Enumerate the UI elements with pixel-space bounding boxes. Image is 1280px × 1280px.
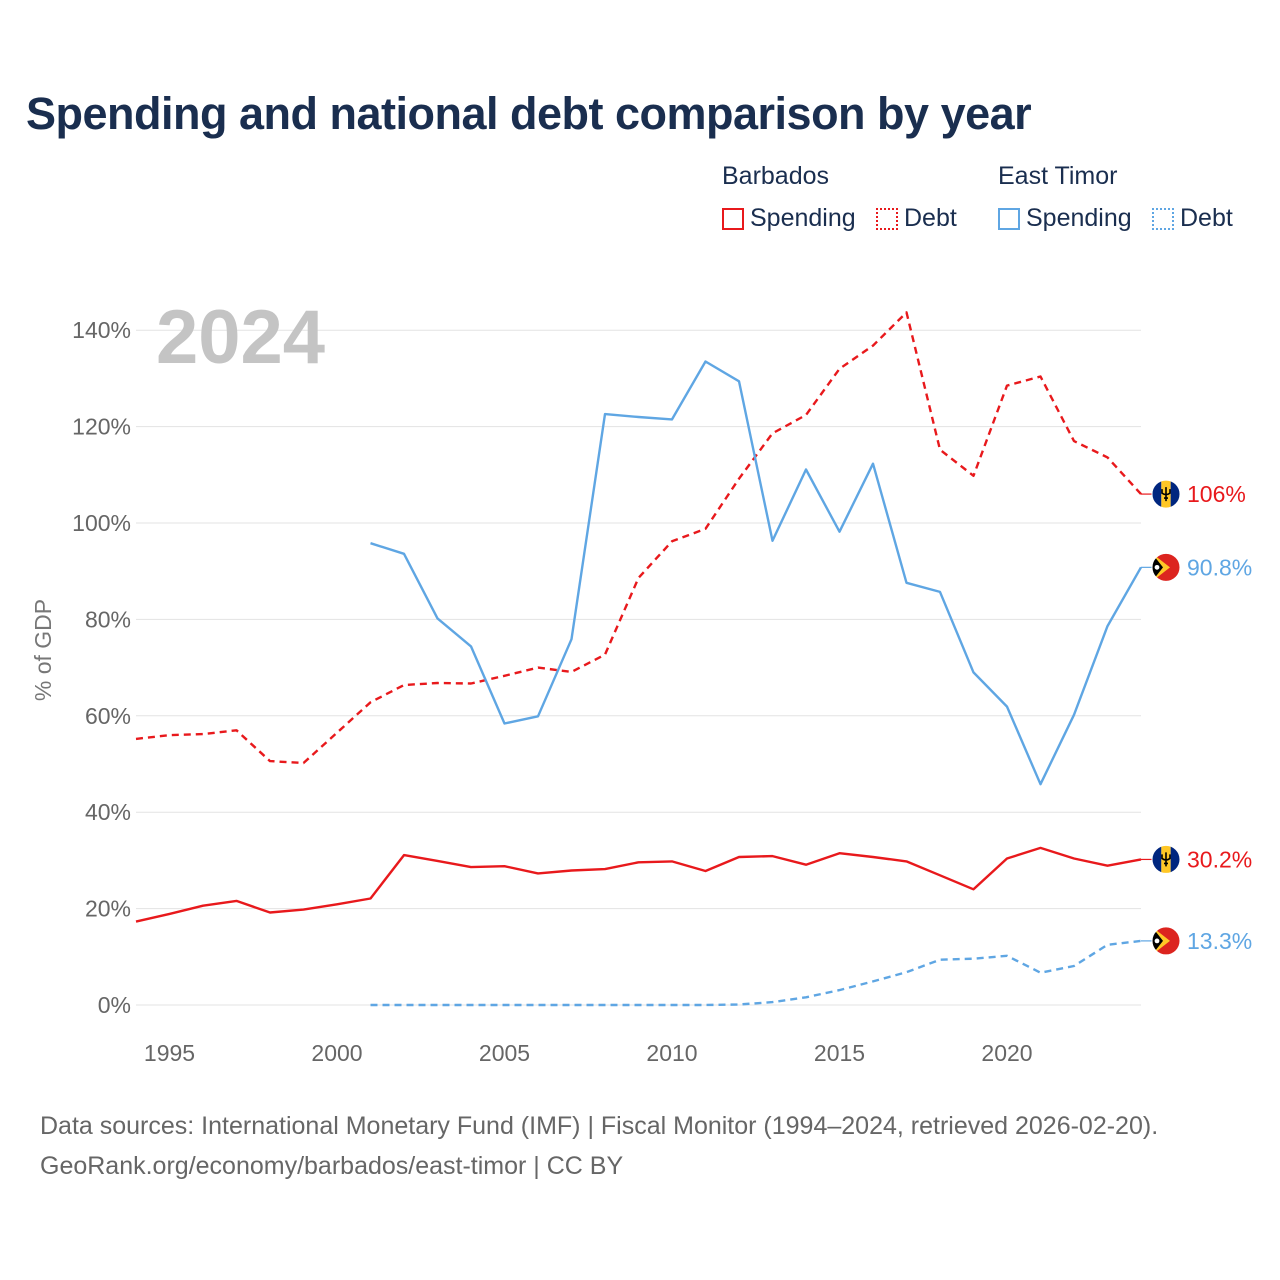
- y-axis-label: % of GDP: [30, 599, 56, 701]
- legend-item-east-timor-debt[interactable]: Debt: [1152, 204, 1233, 233]
- legend-item-east-timor-spending[interactable]: Spending: [998, 204, 1132, 233]
- y-tick-label: 40%: [85, 799, 131, 825]
- y-tick-label: 120%: [72, 414, 131, 440]
- legend-group-barbados: Barbados Spending Debt: [722, 162, 982, 242]
- series-line-east-timor-debt: [370, 939, 1142, 1007]
- legend-item-barbados-spending[interactable]: Spending: [722, 204, 856, 233]
- footer: Data sources: International Monetary Fun…: [40, 1106, 1158, 1186]
- series-line-barbados-debt: [135, 311, 1142, 765]
- legend-item-label: Spending: [750, 204, 856, 232]
- end-value-label: 106%: [1187, 481, 1246, 507]
- end-value-label: 90.8%: [1187, 554, 1252, 580]
- barbados-flag-icon: [1151, 844, 1181, 874]
- legend-item-label: Debt: [1180, 204, 1233, 232]
- barbados-flag-icon: [1151, 479, 1181, 509]
- end-markers: 106% 90.8% 30.2% 13.3%: [1141, 479, 1252, 956]
- data-source-note: Data sources: International Monetary Fun…: [40, 1112, 1159, 1140]
- y-tick-label: 80%: [85, 606, 131, 632]
- legend-group-title: East Timor: [998, 162, 1118, 190]
- x-axis-ticks: 1995 2000 2005 2010 2015 2020: [144, 1040, 1033, 1066]
- legend-swatch-dotted: [1152, 207, 1174, 230]
- y-tick-label: 60%: [85, 703, 131, 729]
- series-line-barbados-spending: [135, 846, 1142, 923]
- y-tick-label: 20%: [85, 896, 131, 922]
- end-value-label: 30.2%: [1187, 846, 1252, 872]
- legend-item-label: Debt: [904, 204, 957, 232]
- y-tick-label: 100%: [72, 510, 131, 536]
- chart-title: Spending and national debt comparison by…: [26, 88, 1032, 139]
- legend-swatch-solid: [998, 207, 1020, 230]
- series-lines: [135, 311, 1143, 1007]
- legend-item-label: Spending: [1026, 204, 1132, 232]
- legend-item-barbados-debt[interactable]: Debt: [876, 204, 957, 233]
- x-tick-label: 1995: [144, 1040, 195, 1066]
- east-timor-flag-icon: [1151, 552, 1181, 582]
- x-tick-label: 2020: [981, 1040, 1032, 1066]
- y-tick-label: 140%: [72, 317, 131, 343]
- x-tick-label: 2015: [814, 1040, 865, 1066]
- y-axis-ticks: 0% 20% 40% 60% 80% 100% 120% 140%: [72, 317, 131, 1018]
- attribution-link[interactable]: GeoRank.org/economy/barbados/east-timor …: [40, 1152, 624, 1180]
- year-watermark: 2024: [156, 295, 325, 380]
- series-line-east-timor-spending: [370, 360, 1143, 786]
- end-value-label: 13.3%: [1187, 928, 1252, 954]
- x-tick-label: 2005: [479, 1040, 530, 1066]
- y-tick-label: 0%: [98, 992, 131, 1018]
- legend-swatch-solid: [722, 207, 744, 230]
- legend-group-east-timor: East Timor Spending Debt: [998, 162, 1268, 242]
- legend-group-title: Barbados: [722, 162, 830, 190]
- x-tick-label: 2000: [311, 1040, 362, 1066]
- x-tick-label: 2010: [646, 1040, 697, 1066]
- legend-swatch-dotted: [876, 207, 898, 230]
- east-timor-flag-icon: [1151, 926, 1181, 956]
